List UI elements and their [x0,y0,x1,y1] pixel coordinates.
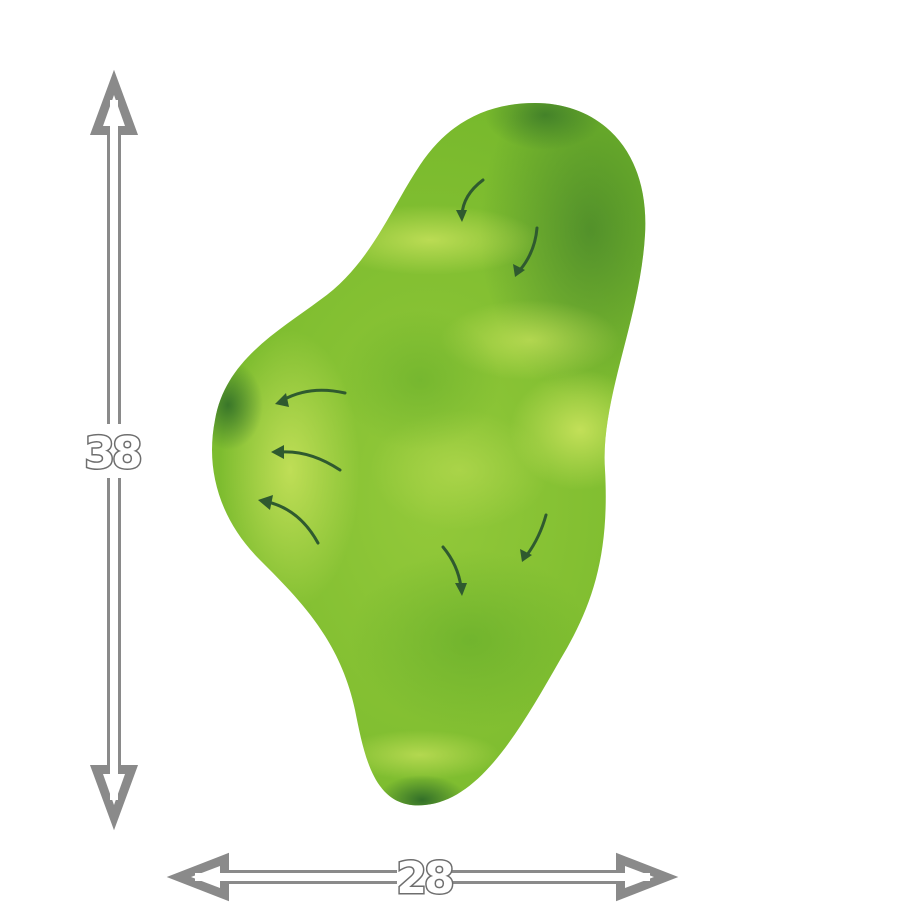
depth-dimension: 38 [83,69,144,831]
slope-arrow-mid-2 [520,513,548,562]
depth-label: 38 [84,428,140,479]
width-label: 28 [396,853,452,904]
slope-arrow-top-1 [456,178,485,222]
slope-arrow-left-1 [275,388,347,407]
slope-arrow-left-2 [271,445,342,472]
slope-arrows [258,178,548,596]
putting-green [212,103,646,806]
slope-arrow-top-2 [513,226,539,277]
slope-arrow-left-3 [258,495,320,545]
width-dimension: 28 [166,852,679,906]
slope-arrow-mid-1 [441,545,467,596]
